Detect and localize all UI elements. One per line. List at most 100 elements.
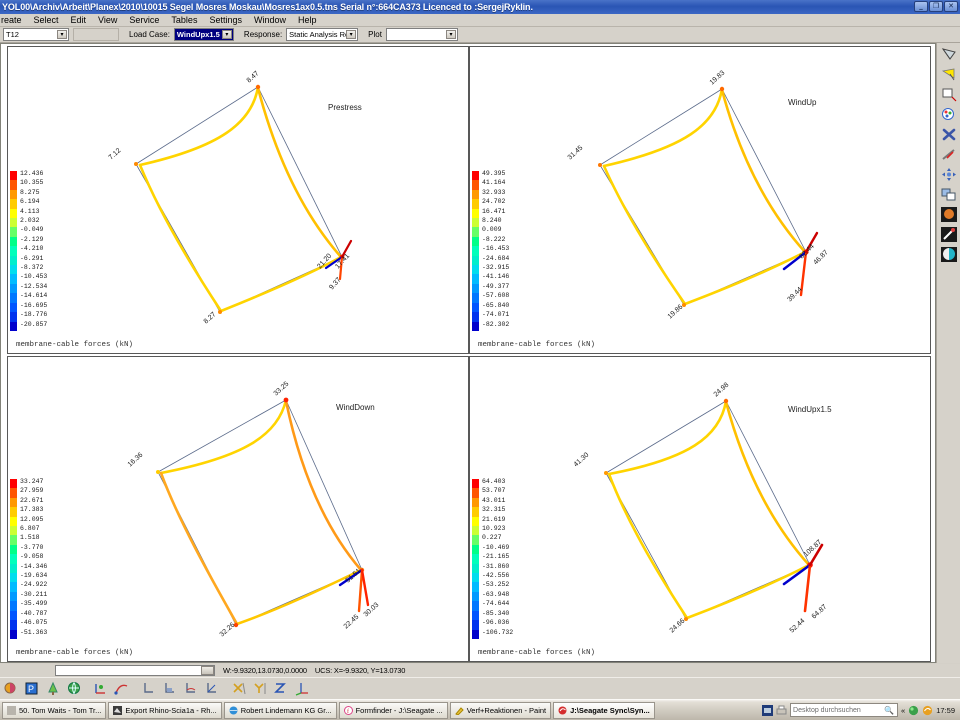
taskbar-button-rhino[interactable]: Export Rhino-Scia1a - Rh...: [108, 701, 222, 719]
blank-field[interactable]: [73, 28, 119, 41]
minimize-button[interactable]: _: [914, 1, 928, 12]
taskbar-button-browser[interactable]: Robert Lindemann KG Gr...: [223, 701, 337, 719]
viewport-winddown[interactable]: WindDown membrane-cable forces (kN) 33.2…: [7, 356, 469, 662]
plot-icon[interactable]: P: [22, 679, 42, 698]
legend-value: -9.058: [20, 553, 44, 561]
clip-plane-icon[interactable]: [938, 85, 959, 104]
legend-value: -3.770: [20, 543, 44, 551]
shade-sphere-icon[interactable]: [938, 205, 959, 224]
network-icon[interactable]: [762, 704, 774, 716]
view-cone-icon[interactable]: [938, 45, 959, 64]
node-label-bottom: 32.26: [219, 621, 237, 638]
legend-color-swatch: [472, 208, 479, 219]
menu-item-window[interactable]: Window: [253, 15, 286, 25]
menu-item-help[interactable]: Help: [297, 15, 317, 25]
sail-diagram-prestress[interactable]: 8.47 7.12 8.27 21.20 17.41 9.37: [8, 47, 469, 354]
legend-value: 6.807: [20, 525, 40, 533]
globe-icon[interactable]: [64, 679, 84, 698]
reaction-label-1: 51.51: [345, 567, 363, 584]
close-button[interactable]: ✕: [944, 1, 958, 12]
plot-combo[interactable]: ▾: [385, 28, 458, 41]
local-axis-2-icon[interactable]: [160, 679, 180, 698]
sail-diagram-windup[interactable]: 19.83 31.45 19.86 82.44 46.87 39.44: [470, 47, 931, 354]
taskbar-button-paint[interactable]: Verf+Reaktionen - Paint: [449, 701, 552, 719]
legend-color-swatch: [10, 488, 17, 498]
curve-icon[interactable]: [112, 679, 132, 698]
window-title: YOL00\Archiv\Arbeit\Planex\2010\10015 Se…: [2, 2, 533, 12]
node-axis-icon[interactable]: [91, 679, 111, 698]
show-hidden-icons-button[interactable]: «: [901, 705, 906, 715]
local-axis-4-icon[interactable]: [202, 679, 222, 698]
legend-value: -24.684: [482, 254, 510, 262]
local-axis-1-icon[interactable]: [139, 679, 159, 698]
legend-value: 64.403: [482, 478, 506, 485]
z-axis-icon[interactable]: [271, 679, 291, 698]
panel-title-windup: WindUp: [788, 98, 817, 107]
rhino-icon: [113, 705, 123, 715]
legend-value: -49.377: [482, 282, 510, 290]
delete-cross-icon[interactable]: [938, 125, 959, 144]
color-fill-icon[interactable]: [938, 245, 959, 264]
legend-value: -40.787: [20, 609, 48, 617]
menu-item-select[interactable]: Select: [33, 15, 59, 25]
legend-value: -20.857: [20, 320, 48, 328]
sail-diagram-windupx15[interactable]: 24.98 41.30 24.66 108.87 64.87 52.44: [470, 357, 931, 662]
magnifier-icon[interactable]: 🔍: [884, 705, 895, 715]
menu-item-tables[interactable]: Tables: [171, 15, 198, 25]
scrollbar-thumb[interactable]: [201, 666, 214, 675]
menu-item-view[interactable]: View: [98, 15, 118, 25]
printer-icon[interactable]: [776, 705, 787, 716]
menu-item-edit[interactable]: Edit: [70, 15, 87, 25]
restore-button[interactable]: ❐: [929, 1, 943, 12]
legend-color-swatch: [10, 236, 17, 247]
section-line-icon[interactable]: [938, 145, 959, 164]
x-axis-icon[interactable]: [229, 679, 249, 698]
taskbar-label: J:\Seagate Sync\Syn...: [570, 705, 650, 715]
viewport-prestress[interactable]: Prestress membrane-cable forces (kN) 12.…: [7, 46, 469, 354]
menu-item-create[interactable]: reate: [1, 15, 22, 25]
taskbar-label: 50. Tom Waits - Tom Tr...: [19, 705, 102, 715]
chevron-down-icon[interactable]: ▾: [221, 30, 232, 39]
menu-bar: reate Select Edit View Service Tables Se…: [0, 14, 960, 27]
y-axis-icon[interactable]: [250, 679, 270, 698]
load-case-combo[interactable]: WindUpx1.5 ▾: [173, 28, 234, 41]
legend-color-swatch: [472, 199, 479, 209]
light-cone-icon[interactable]: [938, 65, 959, 84]
pen-draw-icon[interactable]: [938, 225, 959, 244]
chevron-down-icon[interactable]: ▾: [346, 30, 357, 39]
legend-value: 6.194: [20, 198, 40, 206]
legend-color-swatch: [472, 274, 479, 284]
legend-value: 1.518: [20, 534, 40, 542]
viewport-windupx15[interactable]: WindUpx1.5 membrane-cable forces (kN) 64…: [469, 356, 931, 662]
render-icon[interactable]: [1, 679, 21, 698]
sync-icon[interactable]: [922, 705, 933, 716]
color-legend-windup: 49.395 41.164 32.933 24.702 16.471 8.240 0.009…: [472, 170, 510, 331]
menu-item-settings[interactable]: Settings: [209, 15, 242, 25]
viewport-windup[interactable]: WindUp membrane-cable forces (kN) 49.395…: [469, 46, 931, 354]
legend-value: -85.340: [482, 609, 510, 617]
tree-icon[interactable]: [43, 679, 63, 698]
copy-window-icon[interactable]: [938, 185, 959, 204]
horizontal-scrollbar[interactable]: [55, 665, 215, 676]
antivirus-icon[interactable]: [908, 705, 919, 716]
global-axis-icon[interactable]: [292, 679, 312, 698]
legend-color-bar: [472, 171, 479, 331]
taskbar-button-seagate[interactable]: J:\Seagate Sync\Syn...: [553, 701, 655, 719]
chevron-down-icon[interactable]: ▾: [445, 30, 456, 39]
desktop-search-input[interactable]: Desktop durchsuchen 🔍: [790, 703, 899, 717]
pan-move-icon[interactable]: [938, 165, 959, 184]
render-palette-icon[interactable]: [938, 105, 959, 124]
element-combo-value: T12: [6, 30, 19, 39]
legend-color-swatch: [10, 189, 17, 200]
local-axis-3-icon[interactable]: [181, 679, 201, 698]
legend-values: 49.395 41.164 32.933 24.702 16.471 8.240 0.009…: [482, 170, 510, 331]
taskbar-button-media[interactable]: 50. Tom Waits - Tom Tr...: [2, 701, 107, 719]
chevron-down-icon[interactable]: ▾: [57, 30, 67, 39]
menu-item-service[interactable]: Service: [129, 15, 160, 25]
legend-color-swatch: [472, 601, 479, 611]
response-combo[interactable]: Static Analysis Re ▾: [286, 28, 359, 41]
taskbar-button-formfinder[interactable]: f Formfinder - J:\Seagate ...: [338, 701, 448, 719]
sail-diagram-winddown[interactable]: 33.25 16.36 32.26 51.51 30.03 22.45: [8, 357, 469, 662]
element-combo[interactable]: T12 ▾: [3, 28, 69, 41]
